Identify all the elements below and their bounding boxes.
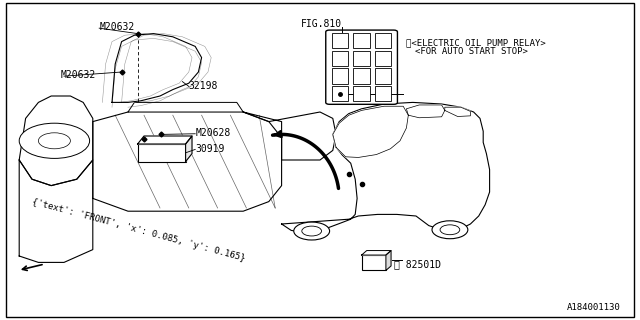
Polygon shape	[138, 136, 192, 144]
Bar	[332, 68, 348, 84]
Bar	[353, 51, 370, 66]
Polygon shape	[243, 112, 336, 160]
Circle shape	[38, 133, 70, 149]
Text: 32198: 32198	[189, 81, 218, 92]
Polygon shape	[19, 160, 93, 262]
Polygon shape	[362, 251, 391, 255]
Bar	[332, 33, 348, 48]
Polygon shape	[386, 251, 391, 270]
Bar	[375, 33, 391, 48]
Circle shape	[432, 221, 468, 239]
Bar	[332, 86, 348, 101]
Text: M20632: M20632	[99, 22, 134, 32]
Polygon shape	[93, 112, 282, 211]
Text: M20632: M20632	[61, 70, 96, 80]
Bar	[353, 86, 370, 101]
Polygon shape	[406, 105, 445, 118]
Polygon shape	[445, 107, 470, 116]
Bar	[375, 86, 391, 101]
Text: <FOR AUTO START STOP>: <FOR AUTO START STOP>	[415, 47, 527, 56]
Text: ① 82501D: ① 82501D	[394, 259, 440, 269]
Polygon shape	[128, 102, 243, 112]
Polygon shape	[186, 136, 192, 162]
Text: A184001130: A184001130	[567, 303, 621, 312]
Polygon shape	[333, 106, 408, 157]
Bar	[353, 33, 370, 48]
Bar	[332, 51, 348, 66]
Text: 30919: 30919	[195, 144, 225, 154]
Bar	[362, 255, 386, 270]
FancyBboxPatch shape	[326, 30, 397, 104]
Text: ①<ELECTRIC OIL PUMP RELAY>: ①<ELECTRIC OIL PUMP RELAY>	[406, 39, 546, 48]
Bar	[138, 144, 186, 162]
Bar	[375, 68, 391, 84]
Polygon shape	[112, 34, 202, 102]
Circle shape	[302, 226, 321, 236]
Text: {'text': 'FRONT', 'x': 0.085, 'y': 0.165}: {'text': 'FRONT', 'x': 0.085, 'y': 0.165…	[31, 197, 246, 263]
Text: M20628: M20628	[195, 128, 230, 138]
Bar	[353, 68, 370, 84]
Polygon shape	[282, 102, 490, 232]
Polygon shape	[19, 96, 93, 186]
Circle shape	[440, 225, 460, 235]
Circle shape	[19, 123, 90, 158]
Bar	[375, 51, 391, 66]
Circle shape	[294, 222, 330, 240]
Text: FIG.810: FIG.810	[301, 19, 342, 29]
